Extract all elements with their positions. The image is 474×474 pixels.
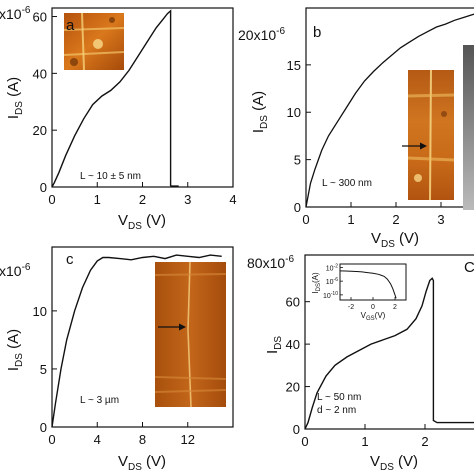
panel-b-x-label: VDS (V)	[371, 230, 419, 250]
panel-d-x-tick-label: 2	[421, 434, 428, 449]
panel-d-x-tick-label: 1	[361, 434, 368, 449]
panel-b-multiplier: 20x10-6	[238, 26, 285, 43]
panel-a-letter: a	[66, 17, 75, 34]
panel-c-x-tick-label: 8	[139, 432, 146, 447]
svg-text:IDS (A): IDS (A)	[250, 91, 270, 133]
inset-x-label: VGS(V)	[361, 311, 386, 322]
panel-b: b 20x10-6 IDS (A) VDS (V) L ~ 300 nm 0 1 2…	[238, 7, 474, 250]
panel-d-y-tick-label: 0	[293, 422, 300, 437]
panel-d-series-line	[304, 277, 474, 430]
panel-b-arrow	[402, 142, 427, 150]
panel-c-x-label: VDS (V)	[118, 453, 166, 473]
panel-b-y-tick-label: 5	[294, 153, 301, 168]
panel-b-letter: b	[313, 24, 321, 41]
svg-text:IDS(A): IDS(A)	[311, 272, 322, 294]
panel-c-letter: c	[66, 251, 74, 268]
panel-a-y-tick-label: 0	[40, 180, 47, 195]
panel-b-y-tick-label: 10	[287, 105, 301, 120]
inset-x-tick-label: -2	[348, 304, 354, 311]
panel-c-x-tick-label: 12	[181, 432, 195, 447]
panel-a-y-tick-label: 60	[33, 10, 47, 25]
panel-a-x-tick-label: 2	[139, 192, 146, 207]
panel-d-annotation-line2: d ~ 2 nm	[317, 405, 356, 416]
panel-a-y-label: IDS (A)	[5, 77, 25, 119]
panel-a-x-label: VDS (V)	[118, 212, 166, 232]
panel-d-y-tick-label: 40	[286, 337, 300, 352]
panel-d: C 80x10-6 IDS VDS (V) L ~ 50 nm d ~ 2 nm…	[247, 254, 474, 473]
panel-b-y-label: IDS (A)	[250, 91, 270, 133]
panel-b-y-tick-label: 15	[287, 58, 301, 73]
panel-b-annotation: L ~ 300 nm	[322, 178, 372, 189]
panel-a-x-tick-label: 4	[229, 192, 236, 207]
panel-d-annotation-line1: L ~ 50 nm	[317, 392, 361, 403]
panel-b-x-tick-label: 1	[347, 212, 354, 227]
panel-a-x-tick-label: 0	[48, 192, 55, 207]
inset-x-tick-label: 0	[371, 304, 375, 311]
panel-a-x-tick-label: 3	[184, 192, 191, 207]
inset-y-tick-label: 10-2	[326, 263, 338, 272]
panel-d-y-tick-label: 20	[286, 380, 300, 395]
panel-d-y-tick-label: 60	[286, 295, 300, 310]
panel-d-frame	[304, 254, 474, 430]
inset-y-tick-label: 10-10	[323, 291, 338, 300]
panel-a: a x10-6 IDS (A) VDS (V) L ~ 10 ± 5 nm 0 1…	[0, 5, 237, 232]
panel-c-y-label: IDS (A)	[5, 329, 25, 371]
panel-a-inset-image	[63, 12, 125, 71]
panel-a-multiplier: x10-6	[0, 5, 31, 22]
panel-d-x-tick-label: 0	[301, 434, 308, 449]
panel-a-y-tick-label: 20	[33, 123, 47, 138]
inset-axes: -2 0 2 10-2 10-6 10-10	[323, 263, 397, 311]
panel-c-inset-image	[154, 261, 227, 408]
panel-b-axes: 0 1 2 3 0 5 10 15	[287, 58, 445, 227]
panel-c-y-tick-label: 5	[40, 362, 47, 377]
panel-a-y-tick-label: 40	[33, 66, 47, 81]
panel-b-x-tick-label: 3	[437, 212, 444, 227]
panel-c-series-line	[51, 254, 222, 428]
panel-c-x-tick-label: 0	[48, 432, 55, 447]
panel-d-inset: IDS(A) VGS(V) -2 0 2 10-2 10-6 10-10	[311, 263, 407, 322]
panel-c: c x10-6 IDS (A) VDS (V) L ~ 3 µm 0 4 8 12 0 5…	[0, 246, 234, 473]
panel-b-x-tick-label: 0	[302, 212, 309, 227]
panel-d-inset-frame	[339, 263, 407, 301]
panel-a-x-tick-label: 1	[94, 192, 101, 207]
panel-c-axes: 0 4 8 12 0 5 10	[33, 304, 195, 447]
panel-c-annotation: L ~ 3 µm	[80, 395, 119, 406]
svg-text:IDS (A): IDS (A)	[5, 77, 25, 119]
panel-b-series-line	[305, 13, 474, 208]
panel-b-y-tick-label: 0	[294, 200, 301, 215]
panel-d-multiplier: 80x10-6	[247, 254, 294, 271]
panel-c-arrow	[158, 323, 186, 331]
inset-series-line	[339, 270, 397, 299]
panel-c-multiplier: x10-6	[0, 262, 31, 279]
panel-c-x-tick-label: 4	[94, 432, 101, 447]
panel-b-inset-image	[407, 45, 474, 210]
svg-text:IDS: IDS	[264, 336, 284, 354]
panel-a-annotation: L ~ 10 ± 5 nm	[80, 171, 141, 182]
panel-c-y-tick-label: 10	[33, 304, 47, 319]
svg-text:IDS (A): IDS (A)	[5, 329, 25, 371]
panel-d-letter: C	[464, 259, 474, 276]
inset-y-label: IDS(A)	[311, 272, 322, 294]
inset-y-tick-label: 10-6	[326, 277, 338, 286]
panel-b-x-tick-label: 2	[392, 212, 399, 227]
panel-a-series-line	[51, 9, 179, 188]
panel-d-y-label: IDS	[264, 336, 284, 354]
panel-c-y-tick-label: 0	[40, 420, 47, 435]
inset-x-tick-label: 2	[393, 304, 397, 311]
panel-d-x-label: VDS (V)	[370, 453, 418, 473]
